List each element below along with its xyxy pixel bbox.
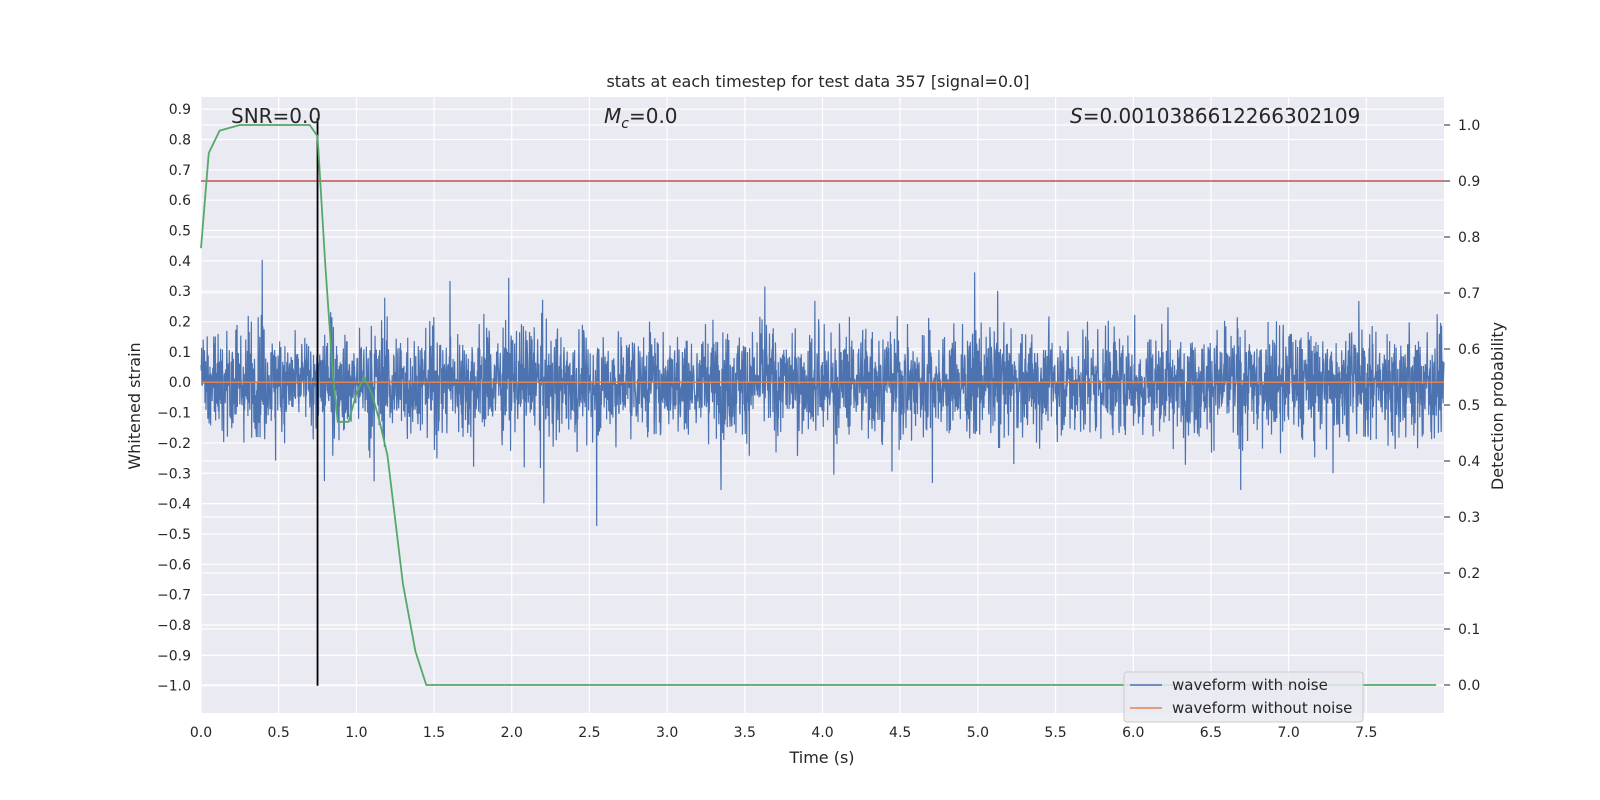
- y-right-tick-label-10: 0.0: [1458, 678, 1480, 694]
- legend-label-clean: waveform without noise: [1172, 699, 1352, 717]
- y-tick-label-5: 0.4: [169, 254, 191, 270]
- snr-annotation: SNR=0.0: [231, 104, 321, 128]
- detection-probability-line: [200, 124, 1437, 686]
- legend-label-noise: waveform with noise: [1172, 676, 1328, 694]
- x-tick-label-14: 7.0: [1277, 725, 1299, 741]
- y-tick-label-12: −0.3: [157, 466, 191, 482]
- x-tick-label-10: 5.0: [967, 725, 989, 741]
- x-tick-label-5: 2.5: [578, 725, 600, 741]
- y-tick-label-2: 0.7: [169, 163, 191, 179]
- y-axis-right-label: Detection probability: [1488, 322, 1507, 490]
- y-right-tick-label-5: 0.5: [1458, 398, 1480, 414]
- left-axis-ticks: 0.9 0.8 0.7 0.6 0.5 0.4 0.3 0.2 0.1 0.0 −0.1 −0.2 −0…: [157, 102, 191, 695]
- x-tick-label-2: 1.0: [345, 725, 367, 741]
- y-axis-label: Whitened strain: [125, 342, 144, 469]
- y-tick-label-15: −0.6: [157, 557, 191, 573]
- chirp-mass-symbol: M: [604, 104, 621, 128]
- y-tick-label-7: 0.2: [169, 315, 191, 331]
- x-tick-label-1: 0.5: [268, 725, 290, 741]
- y-tick-label-8: 0.1: [169, 345, 191, 361]
- lines-layer: [200, 118, 1444, 686]
- y-tick-label-1: 0.8: [169, 132, 191, 148]
- x-axis-ticks: 0.0 0.5 1.0 1.5 2.0 2.5 3.0 3.5 4.0 4.5 5.0 5.5 6.0 6…: [190, 725, 1378, 741]
- chart-title: stats at each timestep for test data 357…: [606, 72, 1029, 91]
- x-axis-label: Time (s): [788, 748, 854, 767]
- x-tick-label-8: 4.0: [811, 725, 833, 741]
- y-tick-label-4: 0.5: [169, 224, 191, 240]
- s-symbol: S: [1070, 104, 1083, 128]
- legend: waveform with noise waveform without noi…: [1123, 671, 1364, 723]
- y-tick-label-14: −0.5: [157, 527, 191, 543]
- x-tick-label-13: 6.5: [1200, 725, 1222, 741]
- y-tick-label-19: −1.0: [157, 679, 191, 695]
- y-tick-label-10: −0.1: [157, 406, 191, 422]
- s-annotation: S=0.0010386612266302109: [1070, 104, 1360, 128]
- y-right-tick-label-9: 0.1: [1458, 622, 1480, 638]
- chirp-mass-annotation: Mc=0.0: [604, 104, 678, 132]
- x-tick-label-4: 2.0: [501, 725, 523, 741]
- y-tick-label-3: 0.6: [169, 193, 191, 209]
- x-tick-label-6: 3.0: [656, 725, 678, 741]
- chirp-mass-value: =0.0: [629, 104, 678, 128]
- s-value: =0.0010386612266302109: [1083, 104, 1361, 128]
- legend-box: [1123, 671, 1364, 723]
- y-right-tick-label-6: 0.4: [1458, 454, 1480, 470]
- y-tick-label-11: −0.2: [157, 436, 191, 452]
- right-axis-ticks: 1.0 0.9 0.8 0.7 0.6 0.5 0.4 0.3 0.2 0.1 0.0: [1444, 118, 1480, 694]
- y-right-tick-label-0: 1.0: [1458, 118, 1480, 134]
- y-right-tick-label-7: 0.3: [1458, 510, 1480, 526]
- y-right-tick-label-3: 0.7: [1458, 286, 1480, 302]
- y-tick-label-16: −0.7: [157, 588, 191, 604]
- x-tick-label-9: 4.5: [889, 725, 911, 741]
- y-right-tick-label-8: 0.2: [1458, 566, 1480, 582]
- x-tick-label-15: 7.5: [1355, 725, 1377, 741]
- noise-waveform-layer: [200, 259, 1445, 526]
- x-tick-label-3: 1.5: [423, 725, 445, 741]
- y-tick-label-6: 0.3: [169, 284, 191, 300]
- x-tick-label-0: 0.0: [190, 725, 212, 741]
- y-tick-label-13: −0.4: [157, 497, 191, 513]
- x-tick-label-11: 5.5: [1044, 725, 1066, 741]
- y-tick-label-18: −0.9: [157, 648, 191, 664]
- y-tick-label-17: −0.8: [157, 618, 191, 634]
- y-tick-label-9: 0.0: [169, 375, 191, 391]
- y-right-tick-label-1: 0.9: [1458, 174, 1480, 190]
- chirp-mass-subscript: c: [621, 116, 629, 132]
- y-right-tick-label-2: 0.8: [1458, 230, 1480, 246]
- x-tick-label-7: 3.5: [734, 725, 756, 741]
- x-tick-label-12: 6.0: [1122, 725, 1144, 741]
- y-tick-label-0: 0.9: [169, 102, 191, 118]
- series-waveform-with-noise: [200, 259, 1445, 526]
- y-right-tick-label-4: 0.6: [1458, 342, 1480, 358]
